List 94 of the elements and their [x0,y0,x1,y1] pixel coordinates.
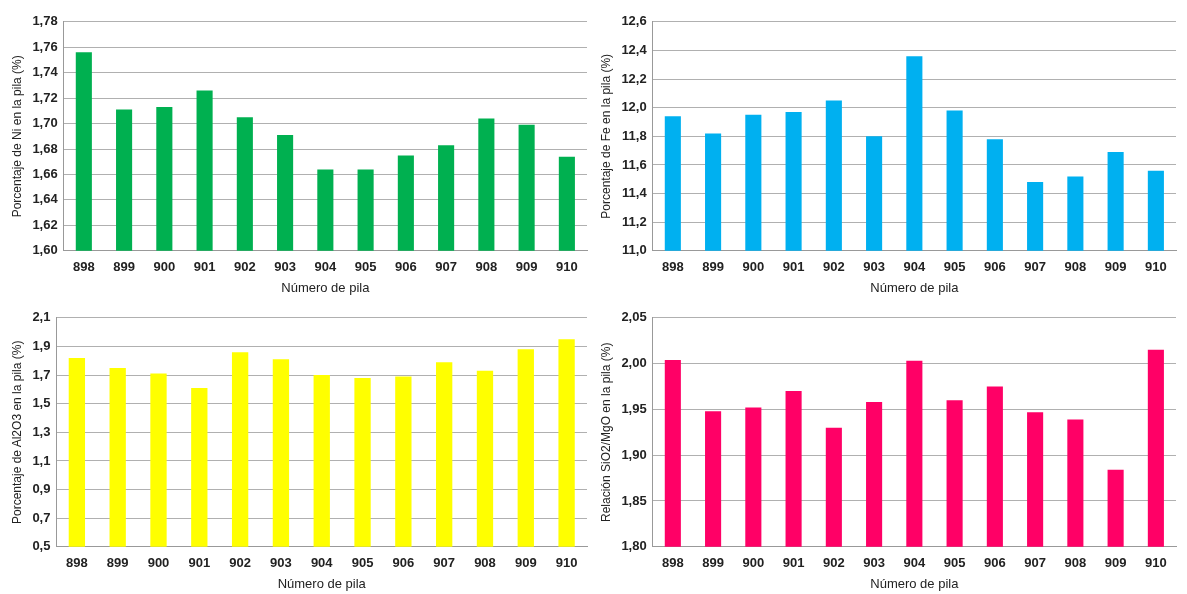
x-tick-label: 902 [822,555,845,571]
x-tick-label: 906 [395,259,417,275]
x-tick-label: 901 [188,555,211,571]
x-tick-label: 907 [1024,555,1046,571]
x-tick-label: 909 [1104,259,1127,275]
x-tick-label: 905 [943,555,966,571]
y-tick-label: 1,78 [32,13,58,29]
x-tick-label: 908 [1064,259,1087,275]
x-tick-label: 899 [702,259,724,275]
x-tick-label: 904 [310,555,334,571]
x-tick-label: 899 [113,259,135,275]
x-axis-title: Número de pila [277,575,367,591]
y-tick-label: 2,1 [32,309,51,325]
y-tick-label: 1,66 [32,166,58,182]
x-tick-label: 909 [514,555,537,571]
x-tick-label: 909 [515,259,538,275]
x-tick-label: 901 [782,259,805,275]
y-tick-label: 1,85 [621,492,647,508]
y-tick-label: 11,8 [622,127,647,143]
x-tick-label: 907 [435,259,457,275]
x-tick-label: 901 [193,259,216,275]
y-tick-label: 1,64 [32,191,59,207]
x-tick-label: 910 [555,555,578,571]
x-axis-title: Número de pila [281,279,371,295]
x-tick-label: 899 [106,555,129,571]
x-tick-label: 906 [984,259,1006,275]
x-tick-label: 908 [474,555,496,571]
y-tick-label: 1,76 [32,38,58,54]
x-tick-label: 898 [72,259,95,275]
x-tick-label: 900 [742,259,765,275]
y-tick-label: 12,6 [621,13,647,29]
x-tick-label: 902 [229,555,251,571]
x-tick-label: 909 [1104,555,1127,571]
y-tick-label: 1,90 [621,446,647,462]
y-tick-label: 1,5 [32,395,51,411]
x-tick-label: 900 [147,555,170,571]
x-tick-label: 907 [1024,259,1046,275]
y-tick-label: 0,5 [32,538,51,554]
x-tick-label: 902 [822,259,845,275]
y-tick-label: 12,4 [621,42,648,57]
y-tick-label: 12,2 [621,70,647,86]
y-axis-title: Porcentaje de Fe en la pila (%) [598,53,613,219]
x-tick-label: 908 [1064,555,1087,571]
y-tick-label: 2,00 [621,355,647,371]
y-tick-label: 1,95 [621,400,647,416]
x-tick-label: 903 [863,259,885,275]
y-tick-label: 1,80 [621,538,647,554]
y-tick-label: 11,6 [622,156,647,172]
y-tick-label: 1,9 [32,338,51,353]
y-axis-title: Porcentaje de Ni en la pila (%) [9,55,24,218]
y-tick-label: 1,60 [32,242,58,258]
x-tick-label: 903 [274,259,296,275]
x-tick-label: 902 [233,259,256,275]
y-tick-label: 1,3 [32,423,51,439]
y-tick-label: 2,05 [621,309,647,325]
x-tick-label: 903 [863,555,885,571]
y-axis-title: Relación SiO2/MgO en la pila (%) [598,342,613,523]
x-tick-label: 910 [1145,259,1167,275]
x-tick-label: 910 [1145,555,1167,571]
x-tick-label: 904 [903,555,926,571]
y-tick-label: 1,7 [32,366,51,382]
x-tick-label: 898 [661,555,684,571]
y-tick-label: 0,7 [32,509,51,525]
y-tick-label: 1,1 [32,452,51,468]
x-tick-label: 905 [943,259,966,275]
x-tick-label: 907 [433,555,456,571]
y-tick-label: 0,9 [32,481,51,497]
x-tick-label: 904 [314,259,337,275]
y-tick-label: 12,0 [621,99,647,115]
x-tick-label: 899 [702,555,724,571]
x-tick-label: 898 [661,259,684,275]
y-tick-label: 1,62 [32,216,58,232]
x-tick-label: 906 [984,555,1006,571]
y-tick-label: 1,74 [32,64,59,80]
y-tick-label: 1,72 [32,89,58,105]
x-tick-label: 904 [903,259,926,275]
x-tick-label: 906 [392,555,415,571]
x-tick-label: 908 [475,259,498,275]
x-tick-label: 898 [66,555,88,571]
x-axis-title: Número de pila [870,575,960,591]
x-tick-label: 910 [556,259,578,275]
x-axis-title: Número de pila [870,279,960,295]
x-tick-label: 901 [782,555,805,571]
y-axis-title: Porcentaje de Al2O3 en la pila (%) [9,340,24,525]
y-tick-label: 11,4 [622,185,648,201]
x-tick-label: 903 [270,555,292,571]
y-tick-label: 11,0 [622,242,647,258]
x-tick-label: 900 [153,259,176,275]
y-tick-label: 1,68 [32,140,58,156]
x-tick-label: 900 [742,555,765,571]
y-tick-label: 11,2 [622,213,647,229]
x-tick-label: 905 [351,555,374,571]
y-tick-label: 1,70 [32,115,58,131]
x-tick-label: 905 [354,259,377,275]
